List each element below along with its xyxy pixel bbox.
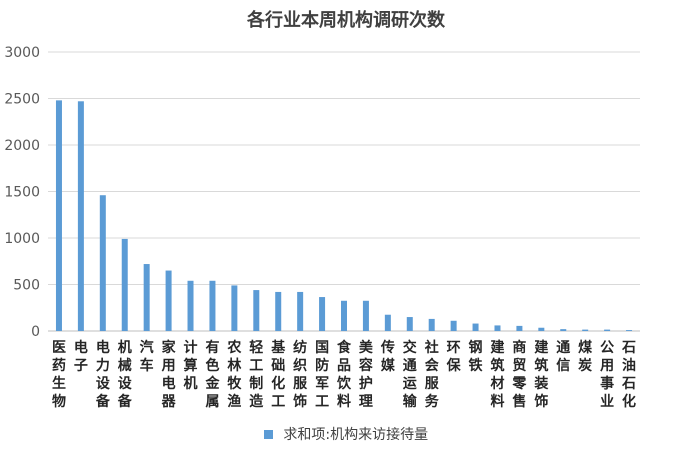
- bar: [604, 329, 611, 331]
- bar: [538, 327, 545, 331]
- x-category-label: 石油石化: [621, 340, 636, 410]
- y-tick-label: 2500: [4, 92, 40, 108]
- chart-title: 各行业本周机构调研次数: [247, 10, 445, 31]
- y-tick-label: 0: [31, 324, 40, 340]
- legend-swatch: [263, 429, 273, 439]
- bar: [428, 318, 435, 331]
- bar: [209, 280, 216, 331]
- x-category-label: 汽车: [140, 339, 154, 374]
- x-category-label: 建筑材料: [490, 339, 504, 410]
- x-category-label: 电力设备: [95, 339, 111, 410]
- x-category-label: 机械设备: [117, 339, 133, 410]
- x-category-label: 公用事业: [600, 340, 614, 410]
- bar: [319, 297, 326, 331]
- x-category-label: 基础化工: [271, 339, 286, 410]
- x-category-label: 家用电器: [161, 339, 177, 410]
- bar: [231, 285, 238, 331]
- x-category-label: 社会服务: [424, 339, 440, 410]
- x-category-label: 电子: [74, 339, 88, 374]
- x-category-label: 建筑装饰: [533, 339, 549, 410]
- bar: [99, 195, 106, 331]
- bar: [626, 330, 633, 331]
- x-category-label: 医药生物: [52, 340, 66, 410]
- bar: [362, 300, 369, 331]
- bar: [297, 291, 304, 331]
- x-category-label: 商贸零售: [511, 339, 527, 410]
- bar: [187, 280, 194, 331]
- x-category-label: 交通运输: [403, 339, 418, 410]
- bar: [516, 325, 523, 331]
- bar: [406, 317, 413, 331]
- legend: 求和项:机构来访接待量: [0, 424, 692, 444]
- bar: [560, 329, 567, 331]
- bar: [253, 290, 260, 331]
- bar: [143, 264, 150, 331]
- x-category-label: 通信: [556, 340, 570, 374]
- x-category-label: 计算机: [184, 339, 198, 392]
- y-tick-label: 500: [13, 278, 40, 294]
- bar: [55, 100, 62, 331]
- x-category-label: 美容护理: [358, 339, 374, 410]
- bar: [165, 270, 172, 331]
- y-tick-label: 1000: [4, 231, 40, 247]
- bar: [494, 325, 501, 331]
- x-category-label: 国防军工: [315, 340, 329, 410]
- bar: [384, 314, 391, 331]
- x-category-label: 环保: [446, 340, 462, 374]
- y-tick-label: 1500: [4, 185, 40, 201]
- bar: [341, 300, 347, 331]
- x-category-label: 煤炭: [578, 339, 593, 374]
- bar: [77, 101, 84, 331]
- x-category-label: 纺织服饰: [293, 339, 308, 410]
- x-category-label: 有色金属: [204, 339, 220, 410]
- bar: [121, 238, 128, 331]
- legend-label: 求和项:机构来访接待量: [283, 427, 429, 443]
- bar: [275, 291, 282, 331]
- x-category-label: 钢铁: [469, 339, 483, 374]
- bar: [472, 323, 479, 331]
- x-category-label: 农林牧渔: [226, 339, 242, 410]
- x-category-label: 轻工制造: [249, 339, 263, 410]
- bar: [450, 320, 457, 331]
- y-tick-label: 2000: [4, 138, 40, 154]
- bar: [582, 329, 589, 331]
- x-category-label: 食品饮料: [336, 339, 352, 410]
- x-category-label: 传媒: [380, 339, 396, 374]
- y-tick-label: 3000: [4, 45, 40, 61]
